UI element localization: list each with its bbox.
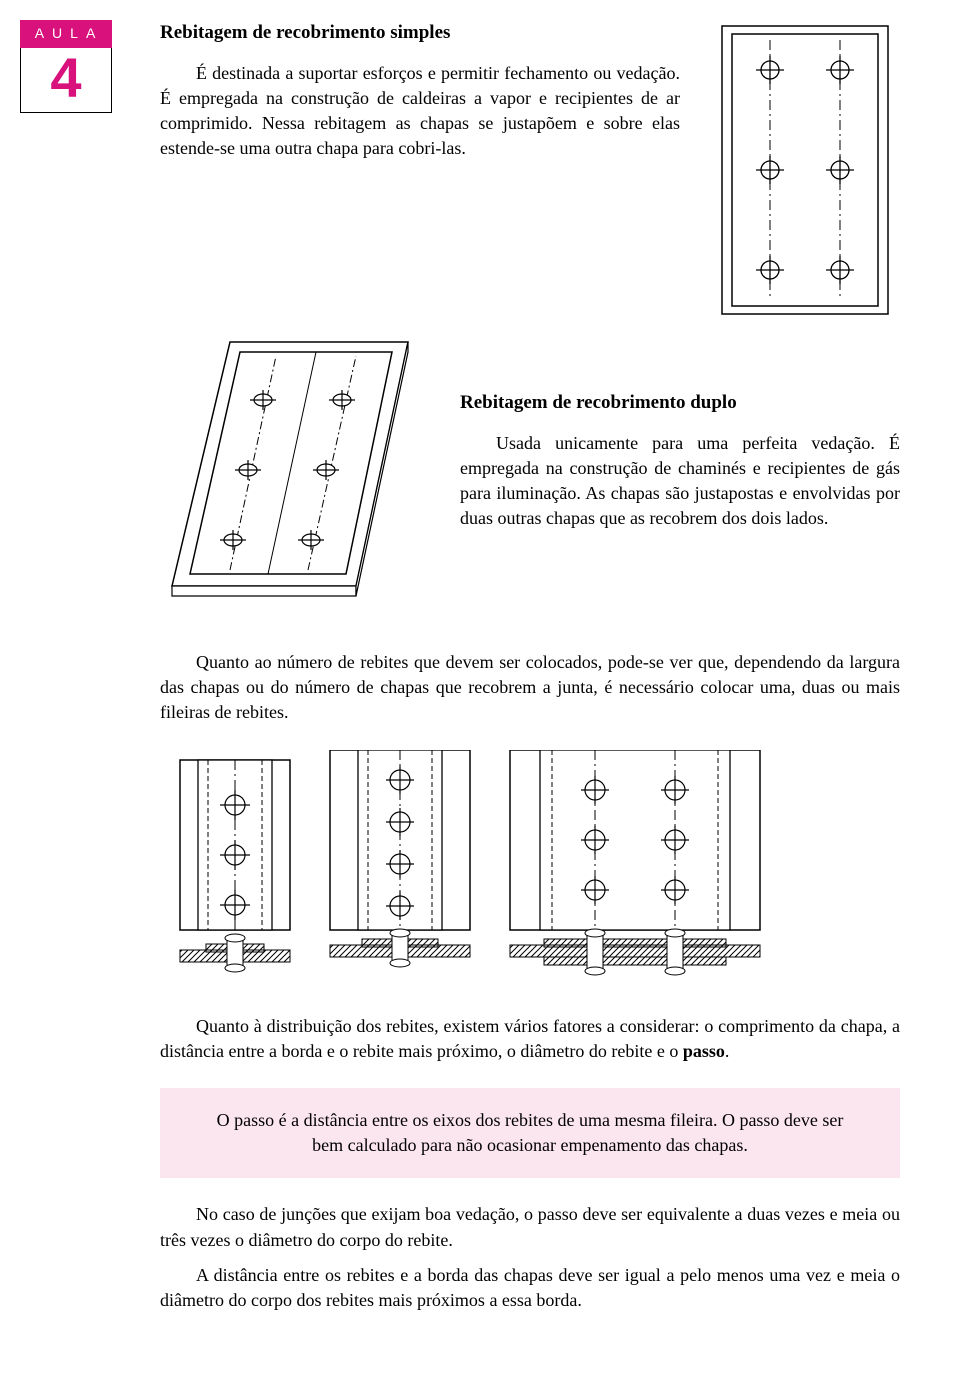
para-sealing-pitch: No caso de junções que exijam boa vedaçã… [160, 1202, 900, 1252]
para-distribution-post: . [725, 1041, 730, 1061]
para-rivet-count: Quanto ao número de rebites que devem se… [160, 650, 900, 726]
heading-double-overlap: Rebitagem de recobrimento duplo [460, 390, 900, 417]
para-distribution: Quanto à distribuição dos rebites, exist… [160, 1014, 900, 1064]
lesson-label: AULA [20, 20, 112, 48]
highlight-passo-definition: O passo é a distância entre os eixos dos… [160, 1088, 900, 1178]
term-passo: passo [683, 1041, 725, 1061]
figure-double-plate-front [710, 20, 900, 320]
lesson-badge: AULA 4 [20, 20, 112, 113]
para-double-overlap: Usada unicamente para uma perfeita vedaç… [460, 431, 900, 532]
figure-rivet-rows [160, 750, 900, 990]
para-distribution-pre: Quanto à distribuição dos rebites, exist… [160, 1016, 900, 1061]
para-edge-distance: A distância entre os rebites e a borda d… [160, 1263, 900, 1313]
figure-isometric-plate [160, 330, 430, 610]
heading-simple-overlap: Rebitagem de recobrimento simples [160, 20, 680, 47]
lesson-number: 4 [20, 48, 112, 113]
para-simple-overlap: É destinada a suportar esforços e permit… [160, 61, 680, 162]
